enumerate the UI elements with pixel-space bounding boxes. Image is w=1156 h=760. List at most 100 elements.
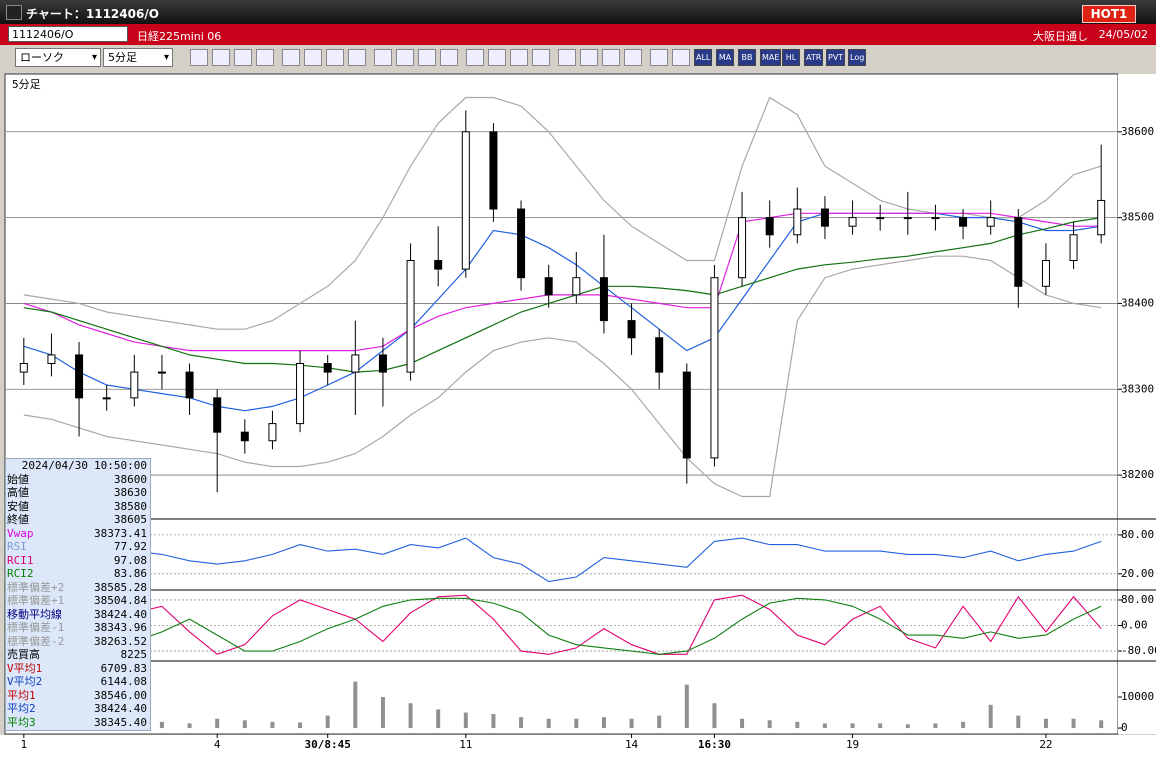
candle-body xyxy=(903,217,912,220)
symbol-bar: 1112406/O 日経225mini 06 大阪日通し 24/05/02 xyxy=(0,24,1156,45)
candle-body xyxy=(102,397,111,400)
title-bar: チャート：1112406/O HOT1 xyxy=(0,0,1156,24)
app-icon xyxy=(6,5,22,20)
tool-icon[interactable] xyxy=(466,49,484,66)
style-select[interactable]: ローソク xyxy=(15,48,101,67)
info-row: 高値 38630 xyxy=(6,486,150,500)
volume-bar xyxy=(629,718,634,729)
info-panel: 2024/04/30 10:50:00 始値 38600 高値 38630 安値 38580 終… xyxy=(5,458,151,731)
hot-button[interactable]: HOT1 xyxy=(1082,5,1136,23)
info-value: 38546.00 xyxy=(94,688,147,702)
tool-button[interactable]: ALL xyxy=(694,49,713,66)
candle-body xyxy=(599,277,608,322)
candle-body xyxy=(1014,217,1023,287)
chart-label: 5分足 xyxy=(12,78,41,91)
info-value: 38424.40 xyxy=(94,702,147,715)
candle-body xyxy=(848,217,857,227)
info-label: 終値 xyxy=(7,513,29,526)
candle-body xyxy=(710,277,719,459)
volume-bar xyxy=(491,714,496,729)
tool-button[interactable]: ATR xyxy=(804,49,824,66)
volume-bar xyxy=(1099,720,1104,729)
tool-button[interactable]: BB xyxy=(738,49,756,66)
info-datetime: 2024/04/30 10:50:00 xyxy=(22,459,147,473)
tool-icon[interactable] xyxy=(558,49,576,66)
volume-bar xyxy=(408,703,413,729)
x-tick-label: 14 xyxy=(625,738,639,751)
market: 大阪日通し xyxy=(1033,30,1088,43)
tool-button[interactable]: MA xyxy=(716,49,734,66)
info-label: 標準偏差+2 xyxy=(7,580,65,594)
tool-button[interactable]: MAE xyxy=(760,49,782,66)
indicator-line xyxy=(23,537,1102,583)
tool-icon[interactable] xyxy=(256,49,274,66)
info-label: 平均1 xyxy=(7,688,36,702)
info-label: V平均2 xyxy=(7,675,43,688)
tool-icon[interactable] xyxy=(532,49,550,66)
info-value: 8225 xyxy=(120,648,148,661)
info-label: V平均1 xyxy=(7,661,43,675)
volume-bar xyxy=(187,723,192,729)
tool-icon[interactable] xyxy=(418,49,436,66)
y-tick-label: 20.00 xyxy=(1121,567,1154,580)
tool-icon[interactable] xyxy=(510,49,528,66)
tool-icon[interactable] xyxy=(348,49,366,66)
info-value: 38630 xyxy=(113,486,147,499)
info-value: 38580 xyxy=(113,499,147,513)
tool-icon[interactable] xyxy=(282,49,300,66)
candle-body xyxy=(793,208,802,236)
candle-body xyxy=(406,260,415,373)
candle-body xyxy=(213,397,222,433)
tool-icon[interactable] xyxy=(602,49,620,66)
volume-bar xyxy=(961,721,966,729)
y-tick-label: 38600 xyxy=(1121,125,1154,138)
volume-bar xyxy=(298,722,303,729)
date: 24/05/02 xyxy=(1098,28,1148,41)
interval-select[interactable]: 5分足 xyxy=(103,48,173,67)
info-label: RCI1 xyxy=(7,553,34,567)
candle-body xyxy=(378,354,387,373)
tool-icon[interactable] xyxy=(234,49,252,66)
tool-icon[interactable] xyxy=(488,49,506,66)
volume-bar xyxy=(519,717,524,729)
info-label: 標準偏差-1 xyxy=(7,621,65,634)
y-tick-label: 38300 xyxy=(1121,382,1154,395)
candle-body xyxy=(75,354,84,399)
symbol-input[interactable]: 1112406/O xyxy=(8,26,128,42)
tool-button[interactable]: PVT xyxy=(826,49,846,66)
candle-body xyxy=(130,371,139,399)
info-row: 平均3 38345.40 xyxy=(6,716,150,730)
tool-icon[interactable] xyxy=(396,49,414,66)
y-tick-label: -80.00 xyxy=(1121,644,1156,657)
tool-icon[interactable] xyxy=(304,49,322,66)
candle-body xyxy=(489,131,498,210)
tool-icon[interactable] xyxy=(190,49,208,66)
tool-icon[interactable] xyxy=(440,49,458,66)
candle-body xyxy=(1097,199,1106,236)
x-tick-label: 16:30 xyxy=(698,738,731,751)
volume-bar xyxy=(767,720,772,729)
tool-icon[interactable] xyxy=(580,49,598,66)
tool-icon[interactable] xyxy=(650,49,668,66)
info-value: 38605 xyxy=(113,513,147,526)
info-label: 標準偏差+1 xyxy=(7,594,65,607)
candle-body xyxy=(1041,260,1050,287)
indicator-line xyxy=(23,217,1102,373)
volume-bar xyxy=(601,717,606,729)
tool-icon[interactable] xyxy=(374,49,392,66)
info-row: 安値 38580 xyxy=(6,500,150,514)
info-label: 高値 xyxy=(7,486,29,499)
info-label: 始値 xyxy=(7,472,29,486)
tool-button[interactable]: HL xyxy=(782,49,800,66)
info-time: 10:50:00 xyxy=(94,459,147,472)
tool-icon[interactable] xyxy=(212,49,230,66)
tool-icon[interactable] xyxy=(672,49,690,66)
info-value: 6144.08 xyxy=(100,675,147,688)
tool-icon[interactable] xyxy=(624,49,642,66)
tool-icon[interactable] xyxy=(326,49,344,66)
candle-body xyxy=(296,363,305,425)
y-tick-label: 80.00 xyxy=(1121,528,1154,541)
info-value: 38585.28 xyxy=(94,580,147,594)
tool-button[interactable]: Log xyxy=(848,49,867,66)
info-value: 6709.83 xyxy=(100,661,147,675)
